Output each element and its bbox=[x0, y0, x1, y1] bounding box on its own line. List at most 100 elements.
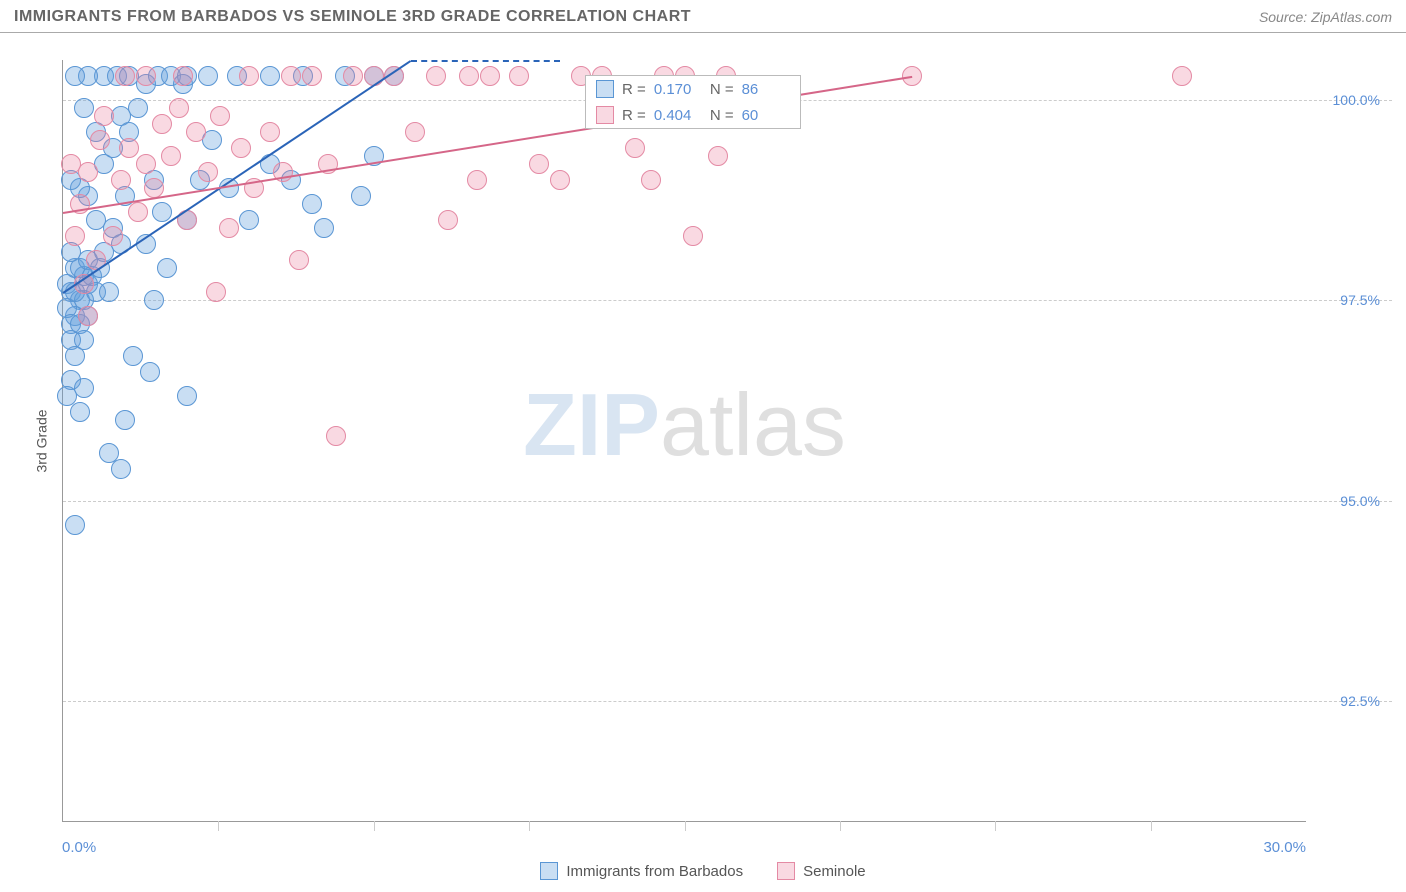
data-point bbox=[74, 378, 94, 398]
data-point bbox=[94, 106, 114, 126]
data-point bbox=[152, 114, 172, 134]
stat-r-label: R = bbox=[622, 107, 646, 124]
data-point bbox=[219, 218, 239, 238]
data-point bbox=[186, 122, 206, 142]
data-point bbox=[281, 66, 301, 86]
gridline-v bbox=[218, 821, 219, 831]
data-point bbox=[65, 515, 85, 535]
watermark-zip: ZIP bbox=[523, 375, 660, 474]
stats-legend-box: R = 0.170 N = 86 R = 0.404 N = 60 bbox=[585, 75, 801, 129]
data-point bbox=[625, 138, 645, 158]
data-point bbox=[426, 66, 446, 86]
data-point bbox=[128, 98, 148, 118]
data-point bbox=[314, 218, 334, 238]
data-point bbox=[529, 154, 549, 174]
data-point bbox=[65, 226, 85, 246]
legend-swatch bbox=[596, 106, 614, 124]
data-point bbox=[459, 66, 479, 86]
gridline-h bbox=[63, 300, 1392, 301]
x-tick-min: 0.0% bbox=[62, 839, 96, 856]
data-point bbox=[136, 66, 156, 86]
data-point bbox=[177, 386, 197, 406]
x-axis-labels: 0.0% 30.0% bbox=[62, 839, 1306, 856]
data-point bbox=[239, 210, 259, 230]
data-point bbox=[169, 98, 189, 118]
stat-r-label: R = bbox=[622, 81, 646, 98]
stat-r-value: 0.404 bbox=[654, 107, 702, 124]
data-point bbox=[260, 66, 280, 86]
y-tick-label: 92.5% bbox=[1340, 693, 1380, 709]
chart-title: IMMIGRANTS FROM BARBADOS VS SEMINOLE 3RD… bbox=[14, 8, 691, 26]
data-point bbox=[326, 426, 346, 446]
legend-swatch bbox=[540, 862, 558, 880]
data-point bbox=[438, 210, 458, 230]
legend-item: Immigrants from Barbados bbox=[540, 862, 743, 880]
legend-item: Seminole bbox=[777, 862, 866, 880]
stat-n-value: 60 bbox=[742, 107, 790, 124]
gridline-v bbox=[374, 821, 375, 831]
data-point bbox=[144, 290, 164, 310]
data-point bbox=[99, 282, 119, 302]
stat-r-value: 0.170 bbox=[654, 81, 702, 98]
data-point bbox=[198, 162, 218, 182]
data-point bbox=[260, 122, 280, 142]
data-point bbox=[111, 170, 131, 190]
watermark: ZIPatlas bbox=[523, 374, 846, 476]
data-point bbox=[136, 154, 156, 174]
x-tick-max: 30.0% bbox=[1263, 839, 1306, 856]
data-point bbox=[115, 410, 135, 430]
data-point bbox=[343, 66, 363, 86]
data-point bbox=[128, 202, 148, 222]
chart-area: 3rd Grade ZIPatlas R =0.170N =86R =0.404… bbox=[14, 40, 1392, 842]
data-point bbox=[140, 362, 160, 382]
y-tick-label: 97.5% bbox=[1340, 292, 1380, 308]
legend-swatch bbox=[777, 862, 795, 880]
gridline-v bbox=[529, 821, 530, 831]
y-tick-label: 95.0% bbox=[1340, 493, 1380, 509]
gridline-v bbox=[1151, 821, 1152, 831]
data-point bbox=[90, 130, 110, 150]
data-point bbox=[550, 170, 570, 190]
y-tick-label: 100.0% bbox=[1333, 92, 1380, 108]
chart-source: Source: ZipAtlas.com bbox=[1259, 9, 1392, 25]
data-point bbox=[467, 170, 487, 190]
watermark-atlas: atlas bbox=[660, 375, 846, 474]
data-point bbox=[239, 66, 259, 86]
data-point bbox=[206, 282, 226, 302]
stats-row: R = 0.404 N = 60 bbox=[586, 102, 800, 128]
gridline-v bbox=[995, 821, 996, 831]
data-point bbox=[509, 66, 529, 86]
data-point bbox=[289, 250, 309, 270]
data-point bbox=[480, 66, 500, 86]
data-point bbox=[302, 66, 322, 86]
gridline-v bbox=[840, 821, 841, 831]
data-point bbox=[641, 170, 661, 190]
legend-swatch bbox=[596, 80, 614, 98]
data-point bbox=[157, 258, 177, 278]
data-point bbox=[1172, 66, 1192, 86]
data-point bbox=[161, 146, 181, 166]
data-point bbox=[302, 194, 322, 214]
stats-row: R = 0.170 N = 86 bbox=[586, 76, 800, 102]
legend-label: Immigrants from Barbados bbox=[566, 863, 743, 880]
stat-n-value: 86 bbox=[742, 81, 790, 98]
chart-header: IMMIGRANTS FROM BARBADOS VS SEMINOLE 3RD… bbox=[0, 0, 1406, 33]
legend-label: Seminole bbox=[803, 863, 866, 880]
data-point bbox=[119, 138, 139, 158]
data-point bbox=[115, 66, 135, 86]
stat-n-label: N = bbox=[710, 107, 734, 124]
data-point bbox=[103, 226, 123, 246]
data-point bbox=[210, 106, 230, 126]
data-point bbox=[351, 186, 371, 206]
data-point bbox=[78, 306, 98, 326]
data-point bbox=[70, 402, 90, 422]
gridline-h bbox=[63, 701, 1392, 702]
stat-n-label: N = bbox=[710, 81, 734, 98]
trend-line-dash bbox=[411, 60, 560, 62]
data-point bbox=[708, 146, 728, 166]
gridline-v bbox=[685, 821, 686, 831]
data-point bbox=[74, 98, 94, 118]
data-point bbox=[683, 226, 703, 246]
data-point bbox=[231, 138, 251, 158]
data-point bbox=[65, 66, 85, 86]
